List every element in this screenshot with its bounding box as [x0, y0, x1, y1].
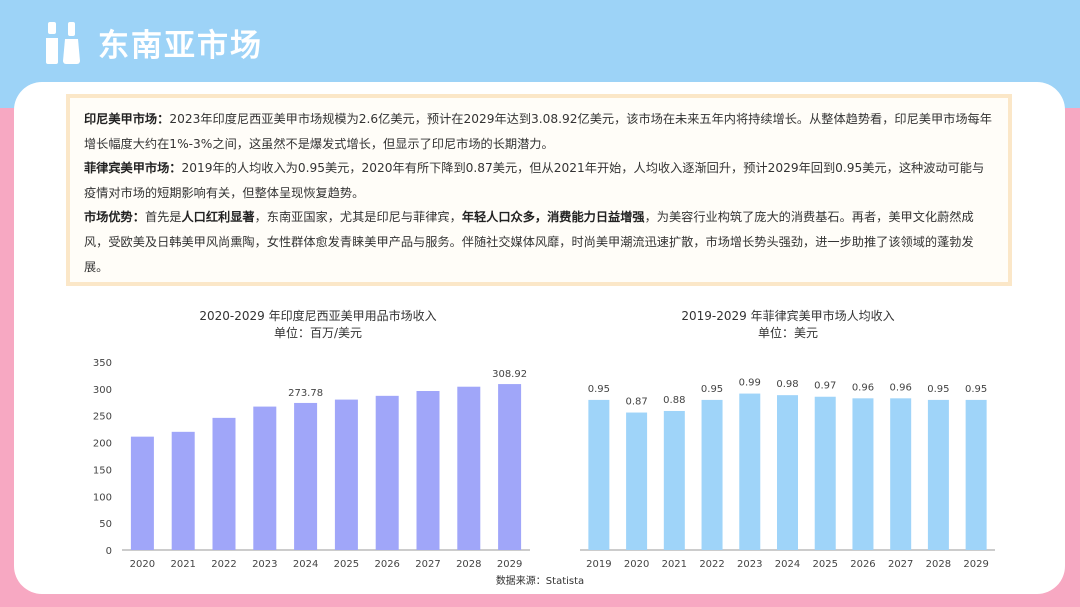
data-label: 273.78 — [288, 388, 323, 399]
x-tick-label: 2029 — [497, 559, 522, 570]
bar-2020 — [130, 436, 154, 550]
x-tick-label: 2027 — [888, 559, 913, 570]
summary-text: ，东南亚国家，尤其是印尼与菲律宾， — [254, 210, 462, 225]
y-tick-label: 0 — [106, 546, 112, 557]
nail-polish-icon — [46, 22, 80, 64]
bar-2029 — [498, 384, 522, 550]
summary-indonesia: 印尼美甲市场：2023年印度尼西亚美甲市场规模为2.6亿美元，预计在2029年达… — [84, 107, 994, 156]
y-tick-label: 200 — [93, 439, 112, 450]
chart-title: 2019-2029 年菲律宾美甲市场人均收入 — [681, 309, 895, 323]
highlight-text: 人口红利显著 — [181, 210, 255, 225]
bar-2023 — [253, 406, 277, 550]
chart-subtitle: 单位：美元 — [757, 326, 818, 340]
data-label: 308.92 — [492, 369, 527, 380]
x-tick-label: 2029 — [963, 559, 988, 570]
x-tick-label: 2027 — [415, 559, 440, 570]
x-tick-label: 2022 — [699, 559, 724, 570]
summary-label: 市场优势： — [84, 210, 145, 225]
summary-label: 菲律宾美甲市场： — [84, 161, 182, 176]
y-tick-label: 150 — [93, 465, 112, 476]
data-label: 0.98 — [776, 379, 798, 390]
data-label: 0.96 — [890, 382, 912, 393]
y-tick-label: 300 — [93, 385, 112, 396]
bar-2026 — [375, 395, 399, 550]
data-label: 0.87 — [625, 397, 647, 408]
x-tick-label: 2024 — [775, 559, 800, 570]
bar-2027 — [890, 398, 912, 550]
data-label: 0.88 — [663, 395, 685, 406]
bar-2027 — [416, 391, 440, 550]
x-tick-label: 2025 — [334, 559, 359, 570]
x-tick-label: 2023 — [737, 559, 762, 570]
x-tick-label: 2024 — [293, 559, 318, 570]
summary-text: 2023年印度尼西亚美甲市场规模为2.6亿美元，预计在2029年达到3.08.9… — [84, 112, 992, 151]
x-tick-label: 2020 — [624, 559, 649, 570]
data-label: 0.96 — [852, 382, 874, 393]
philippines-per-capita-chart: 2019 0.95 2020 0.87 2021 0.88 2022 0.95 2023 0.99… — [580, 378, 995, 570]
summary-text: 2019年的人均收入为0.95美元，2020年有所下降到0.87美元，但从202… — [84, 161, 985, 200]
page-title: 东南亚市场 — [98, 28, 263, 64]
x-tick-label: 2021 — [170, 559, 195, 570]
chart2-title-block: 2019-2029 年菲律宾美甲市场人均收入 单位：美元 — [588, 308, 988, 342]
bar-2029 — [965, 399, 987, 550]
x-tick-label: 2028 — [926, 559, 951, 570]
summary-label: 印尼美甲市场： — [84, 112, 170, 126]
bar-2022 — [701, 399, 723, 550]
x-tick-label: 2020 — [130, 559, 155, 570]
bar-2022 — [212, 417, 236, 550]
x-tick-label: 2028 — [456, 559, 481, 570]
summary-text: ，为美容行业构筑了庞大的消费基石。再者，美甲文化蔚然成风，受欧美及日韩美甲风尚熏… — [84, 210, 974, 274]
indonesia-revenue-chart: 0 50 100 150 200 250 300 350 2020 2021 2022 2023 202… — [93, 358, 530, 570]
bar-2019 — [588, 399, 610, 550]
x-tick-label: 2026 — [850, 559, 875, 570]
bar-2024 — [294, 402, 318, 550]
data-label: 0.97 — [814, 381, 836, 392]
x-tick-label: 2023 — [252, 559, 277, 570]
y-tick-label: 100 — [93, 492, 112, 503]
y-tick-label: 350 — [93, 358, 112, 369]
data-label: 0.95 — [701, 384, 723, 395]
y-tick-label: 250 — [93, 412, 112, 423]
data-label: 0.99 — [739, 378, 761, 389]
bar-2026 — [852, 398, 874, 550]
x-tick-label: 2026 — [374, 559, 399, 570]
bar-2025 — [814, 396, 836, 550]
chart-subtitle: 单位：百万/美元 — [273, 326, 363, 340]
header: 东南亚市场 — [0, 0, 1080, 80]
x-tick-label: 2022 — [211, 559, 236, 570]
summary-box: 印尼美甲市场：2023年印度尼西亚美甲市场规模为2.6亿美元，预计在2029年达… — [66, 94, 1012, 286]
y-tick-label: 50 — [99, 519, 112, 530]
x-tick-label: 2021 — [662, 559, 687, 570]
chart-title: 2020-2029 年印度尼西亚美甲用品市场收入 — [199, 309, 437, 323]
summary-text: 首先是 — [144, 210, 182, 225]
summary-parts: 首先是人口红利显著，东南亚国家，尤其是印尼与菲律宾，年轻人口众多，消费能力日益增… — [84, 210, 974, 273]
source-note: 数据来源：Statista — [495, 576, 585, 587]
data-label: 0.95 — [927, 384, 949, 395]
summary-advantages: 市场优势：首先是人口红利显著，东南亚国家，尤其是印尼与菲律宾，年轻人口众多，消费… — [84, 205, 994, 279]
bar-2020 — [626, 412, 648, 550]
summary-philippines: 菲律宾美甲市场：2019年的人均收入为0.95美元，2020年有所下降到0.87… — [84, 156, 994, 205]
bar-2023 — [739, 393, 761, 550]
bar-2025 — [334, 399, 358, 550]
x-tick-label: 2019 — [586, 559, 611, 570]
data-label: 0.95 — [965, 384, 987, 395]
bar-2028 — [927, 399, 949, 550]
chart1-title-block: 2020-2029 年印度尼西亚美甲用品市场收入 单位：百万/美元 — [118, 308, 518, 342]
bar-2021 — [663, 410, 685, 550]
data-label: 0.95 — [588, 384, 610, 395]
bar-2028 — [457, 386, 481, 550]
x-tick-label: 2025 — [813, 559, 838, 570]
highlight-text: 年轻人口众多，消费能力日益增强 — [461, 210, 645, 225]
bar-2021 — [171, 431, 195, 550]
bar-2024 — [777, 395, 798, 550]
